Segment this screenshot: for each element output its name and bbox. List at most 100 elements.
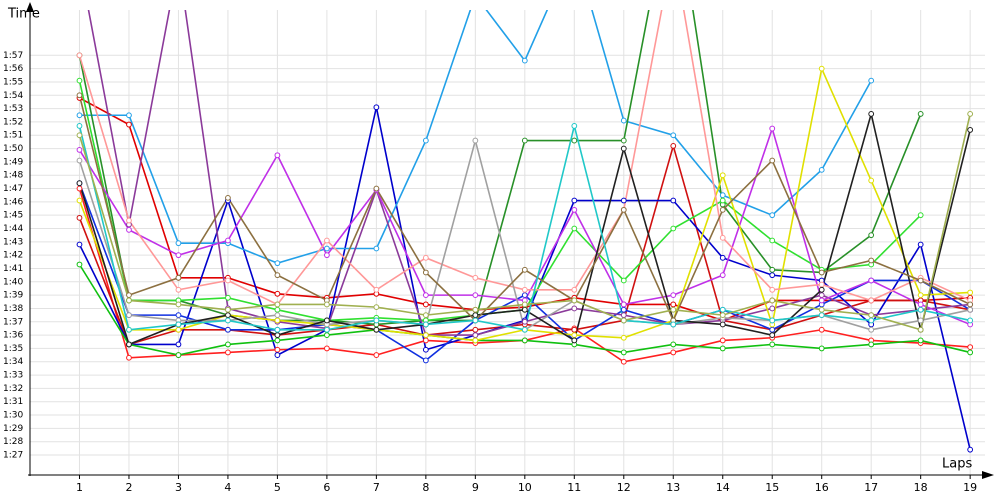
- point: [917, 212, 924, 219]
- point: [670, 301, 677, 308]
- y-tick-label: 1:47: [3, 184, 23, 194]
- point: [967, 301, 974, 308]
- y-tick-label: 1:40: [3, 277, 23, 287]
- point: [769, 326, 776, 333]
- point: [472, 312, 479, 319]
- point: [76, 132, 83, 139]
- point: [571, 225, 578, 232]
- point: [670, 132, 677, 139]
- point: [868, 312, 875, 319]
- point: [225, 294, 231, 301]
- point: [422, 357, 429, 364]
- point: [76, 214, 83, 221]
- point: [521, 306, 528, 313]
- y-tick-label: 1:36: [3, 331, 23, 341]
- point: [472, 337, 479, 344]
- y-tick-label: 1:34: [3, 357, 23, 367]
- point: [274, 346, 281, 353]
- point: [917, 326, 924, 333]
- point: [76, 112, 83, 119]
- point: [818, 286, 825, 293]
- point: [521, 292, 528, 299]
- point: [175, 252, 182, 259]
- point: [76, 261, 83, 268]
- point: [422, 292, 429, 299]
- point: [175, 301, 182, 308]
- x-axis-label: Laps: [942, 457, 972, 472]
- point: [422, 137, 429, 144]
- x-tick-label: 10: [518, 481, 532, 494]
- y-tick-label: 1:30: [3, 411, 23, 421]
- y-tick-label: 1:49: [3, 157, 23, 167]
- point: [126, 292, 132, 299]
- point: [670, 321, 677, 328]
- point: [620, 312, 627, 319]
- point: [818, 312, 825, 319]
- x-tick-label: 5: [274, 481, 281, 494]
- x-tick-label: 3: [175, 481, 182, 494]
- y-tick-label: 1:32: [3, 384, 23, 394]
- x-tick-label: 19: [963, 481, 977, 494]
- y-tick-label: 1:29: [3, 424, 23, 434]
- x-tick-label: 14: [716, 481, 730, 494]
- y-tick-label: 1:37: [3, 317, 23, 327]
- grid: [30, 10, 985, 475]
- y-tick-label: 1:42: [3, 251, 23, 261]
- point: [225, 326, 231, 333]
- point: [373, 286, 380, 293]
- point: [521, 318, 528, 325]
- point: [521, 337, 528, 344]
- point: [719, 272, 726, 279]
- point: [225, 341, 231, 348]
- point: [175, 341, 182, 348]
- point: [175, 240, 182, 247]
- point: [620, 117, 627, 124]
- point: [76, 241, 83, 248]
- y-arrow: [26, 2, 34, 12]
- y-tick-label: 1:44: [3, 224, 23, 234]
- point: [225, 306, 231, 313]
- point: [274, 337, 281, 344]
- point: [769, 341, 776, 348]
- x-tick-label: 9: [472, 481, 479, 494]
- point: [917, 306, 924, 313]
- point: [126, 121, 132, 128]
- y-tick-label: 1:51: [3, 131, 23, 141]
- point: [818, 269, 825, 276]
- point: [323, 245, 330, 252]
- point: [917, 292, 924, 299]
- point: [620, 137, 627, 144]
- point: [521, 286, 528, 293]
- point: [620, 145, 627, 152]
- point: [274, 317, 281, 324]
- point: [571, 286, 578, 293]
- point: [917, 277, 924, 284]
- point: [818, 281, 825, 288]
- point: [571, 137, 578, 144]
- y-tick-label: 1:33: [3, 371, 23, 381]
- point: [521, 57, 528, 64]
- x-tick-label: 8: [422, 481, 429, 494]
- point: [917, 337, 924, 344]
- point: [620, 277, 627, 284]
- point: [472, 274, 479, 281]
- point: [274, 312, 281, 319]
- point: [323, 317, 330, 324]
- point: [422, 254, 429, 261]
- point: [76, 180, 83, 187]
- point: [323, 326, 330, 333]
- point: [225, 312, 231, 319]
- x-tick-label: 16: [815, 481, 829, 494]
- point: [76, 52, 83, 59]
- point: [274, 260, 281, 267]
- point: [818, 297, 825, 304]
- point: [274, 306, 281, 313]
- x-tick-label: 4: [224, 481, 231, 494]
- point: [571, 206, 578, 213]
- point: [422, 346, 429, 353]
- point: [670, 341, 677, 348]
- point: [571, 332, 578, 339]
- point: [175, 274, 182, 281]
- point: [967, 127, 974, 133]
- point: [323, 332, 330, 339]
